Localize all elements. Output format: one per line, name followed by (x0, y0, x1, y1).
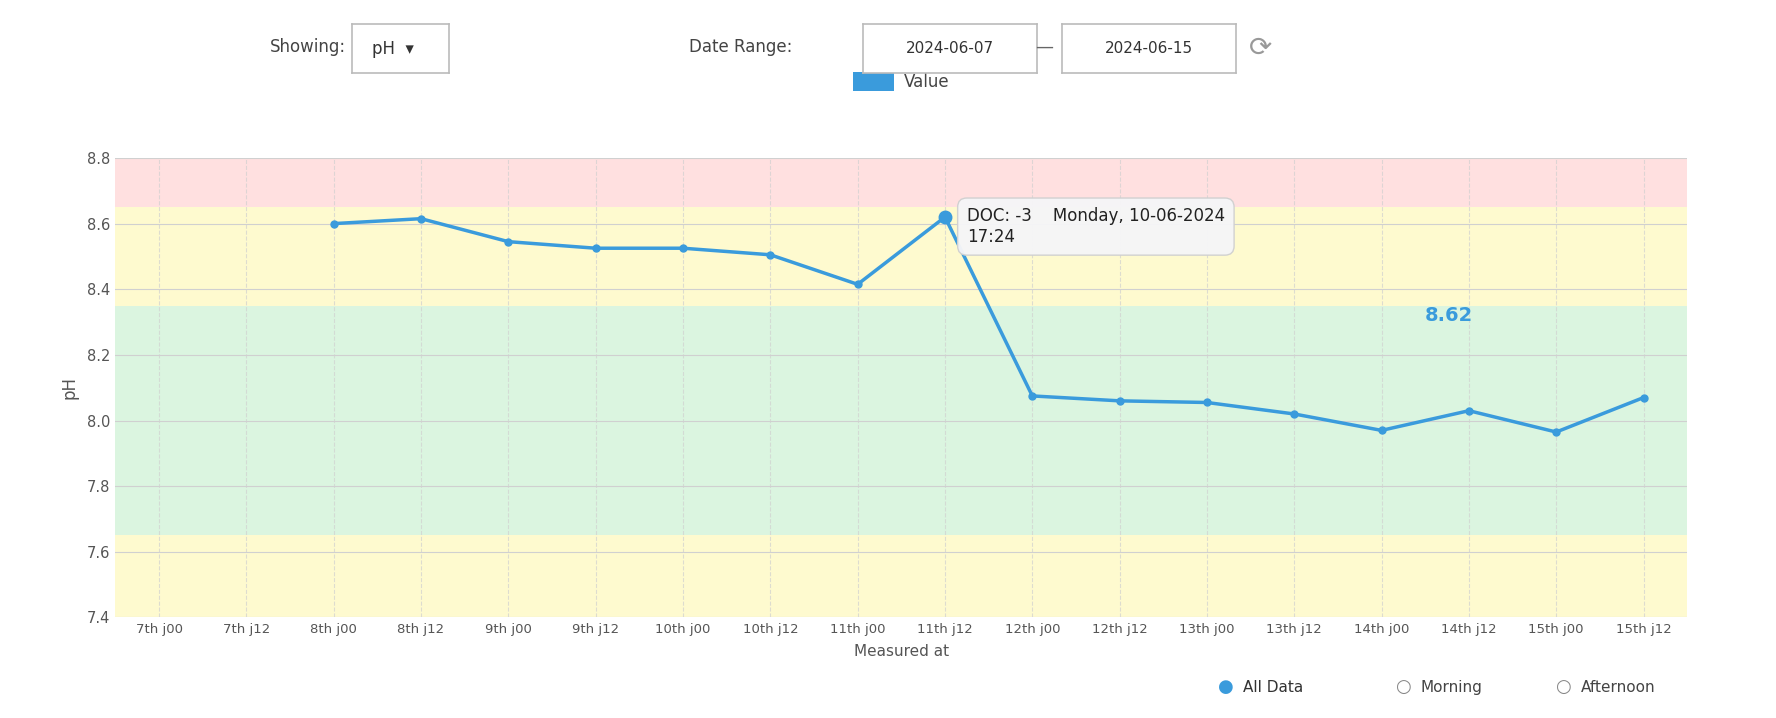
Text: —: — (1035, 37, 1053, 56)
Text: pH  ▾: pH ▾ (371, 39, 414, 58)
Text: ○: ○ (1556, 678, 1570, 696)
Text: 2024-06-07: 2024-06-07 (906, 42, 995, 56)
Text: All Data: All Data (1243, 680, 1304, 694)
Bar (115, 306, 1687, 536)
Text: Afternoon: Afternoon (1581, 680, 1655, 694)
X-axis label: Measured at: Measured at (854, 644, 948, 659)
Text: Morning: Morning (1421, 680, 1483, 694)
Bar (115, 158, 1687, 208)
Bar (115, 536, 1687, 617)
Text: 2024-06-15: 2024-06-15 (1105, 42, 1193, 56)
Bar (115, 208, 1687, 306)
Text: 8.62: 8.62 (1424, 306, 1474, 325)
Y-axis label: pH: pH (60, 376, 78, 399)
Text: Date Range:: Date Range: (689, 37, 792, 56)
Text: ○: ○ (1396, 678, 1410, 696)
Text: DOC: -3    Monday, 10-06-2024
17:24: DOC: -3 Monday, 10-06-2024 17:24 (966, 208, 1225, 246)
Text: ●: ● (1218, 678, 1233, 696)
Legend: Value: Value (845, 65, 957, 98)
Text: ⟳: ⟳ (1249, 34, 1273, 61)
Text: Showing:: Showing: (270, 37, 346, 56)
